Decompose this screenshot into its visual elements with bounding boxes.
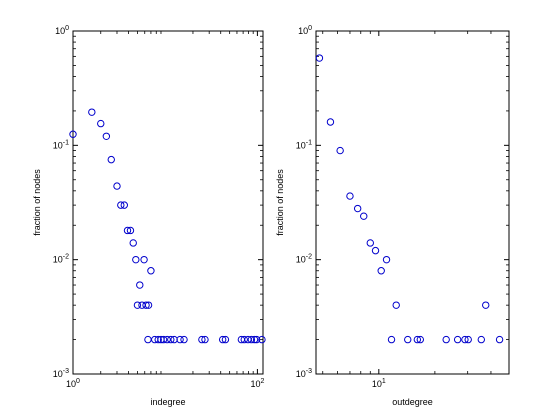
y-axis-label: fraction of nodes [32, 169, 42, 236]
data-point [218, 335, 227, 344]
data-point [252, 335, 261, 344]
y-tick-label: 100 [298, 25, 312, 36]
data-point [382, 255, 391, 264]
data-point [201, 335, 209, 344]
data-point [123, 226, 132, 235]
x-tick-label: 101 [372, 378, 386, 389]
data-point [247, 335, 256, 344]
data-point [360, 212, 368, 220]
data-point [167, 335, 175, 344]
data-point [392, 301, 400, 309]
data-point [140, 255, 148, 264]
data-point [163, 335, 171, 344]
data-point [258, 335, 266, 344]
data-point [102, 132, 111, 140]
data-point [250, 335, 259, 344]
x-tick-label: 102 [250, 378, 264, 389]
data-point [453, 335, 462, 344]
data-point [366, 239, 374, 247]
data-point [120, 201, 128, 209]
data-point [113, 182, 121, 190]
data-point [495, 335, 504, 344]
data-point [107, 155, 115, 164]
data-point [136, 281, 144, 289]
data-point [221, 335, 230, 344]
y-tick-label: 10-3 [296, 368, 312, 379]
y-axis-label: fraction of nodes [275, 169, 285, 236]
data-point [240, 335, 248, 344]
y-tick-label: 10-3 [53, 368, 69, 379]
data-point [353, 204, 362, 213]
data-point [180, 335, 188, 344]
data-point [142, 301, 150, 309]
x-axis-label: indegree [150, 397, 185, 407]
data-point [144, 335, 152, 344]
data-point [387, 335, 396, 344]
data-point [198, 335, 206, 344]
axes-box [72, 30, 264, 375]
axes-box [315, 30, 510, 375]
data-point [416, 335, 424, 344]
data-point [482, 301, 490, 309]
data-point [129, 239, 137, 247]
y-tick-label: 10-1 [53, 139, 69, 150]
data-point [133, 301, 142, 309]
data-point [404, 335, 412, 344]
data-point [371, 246, 380, 255]
data-point [176, 335, 184, 344]
data-point [377, 267, 385, 275]
data-point [97, 119, 105, 128]
data-point [69, 130, 77, 138]
data-point [132, 255, 140, 264]
data-point [464, 335, 472, 344]
data-point [413, 335, 422, 344]
data-point [346, 192, 354, 200]
data-point [154, 335, 162, 344]
data-point [144, 301, 153, 309]
data-point [147, 267, 155, 275]
data-point [477, 335, 485, 344]
y-tick-label: 10-1 [296, 139, 312, 150]
x-tick-label: 100 [66, 378, 80, 389]
y-tick-label: 10-2 [296, 254, 312, 265]
data-point [315, 54, 324, 62]
x-axis-label: outdegree [392, 397, 433, 407]
data-point [159, 335, 168, 344]
data-point [461, 335, 469, 344]
y-tick-label: 100 [55, 25, 69, 36]
y-tick-label: 10-2 [53, 254, 69, 265]
data-point [126, 226, 135, 235]
subplot-1: 10-3 10-2 10-1 100 100 102 indegree fraction of… [32, 25, 266, 407]
subplot-2: 10-3 10-2 10-1 100 101 outdegree fraction of n… [275, 25, 510, 407]
data-point [442, 335, 450, 344]
data-point [336, 146, 344, 155]
data-point [326, 118, 335, 126]
data-point [117, 201, 125, 209]
data-point [88, 108, 96, 116]
